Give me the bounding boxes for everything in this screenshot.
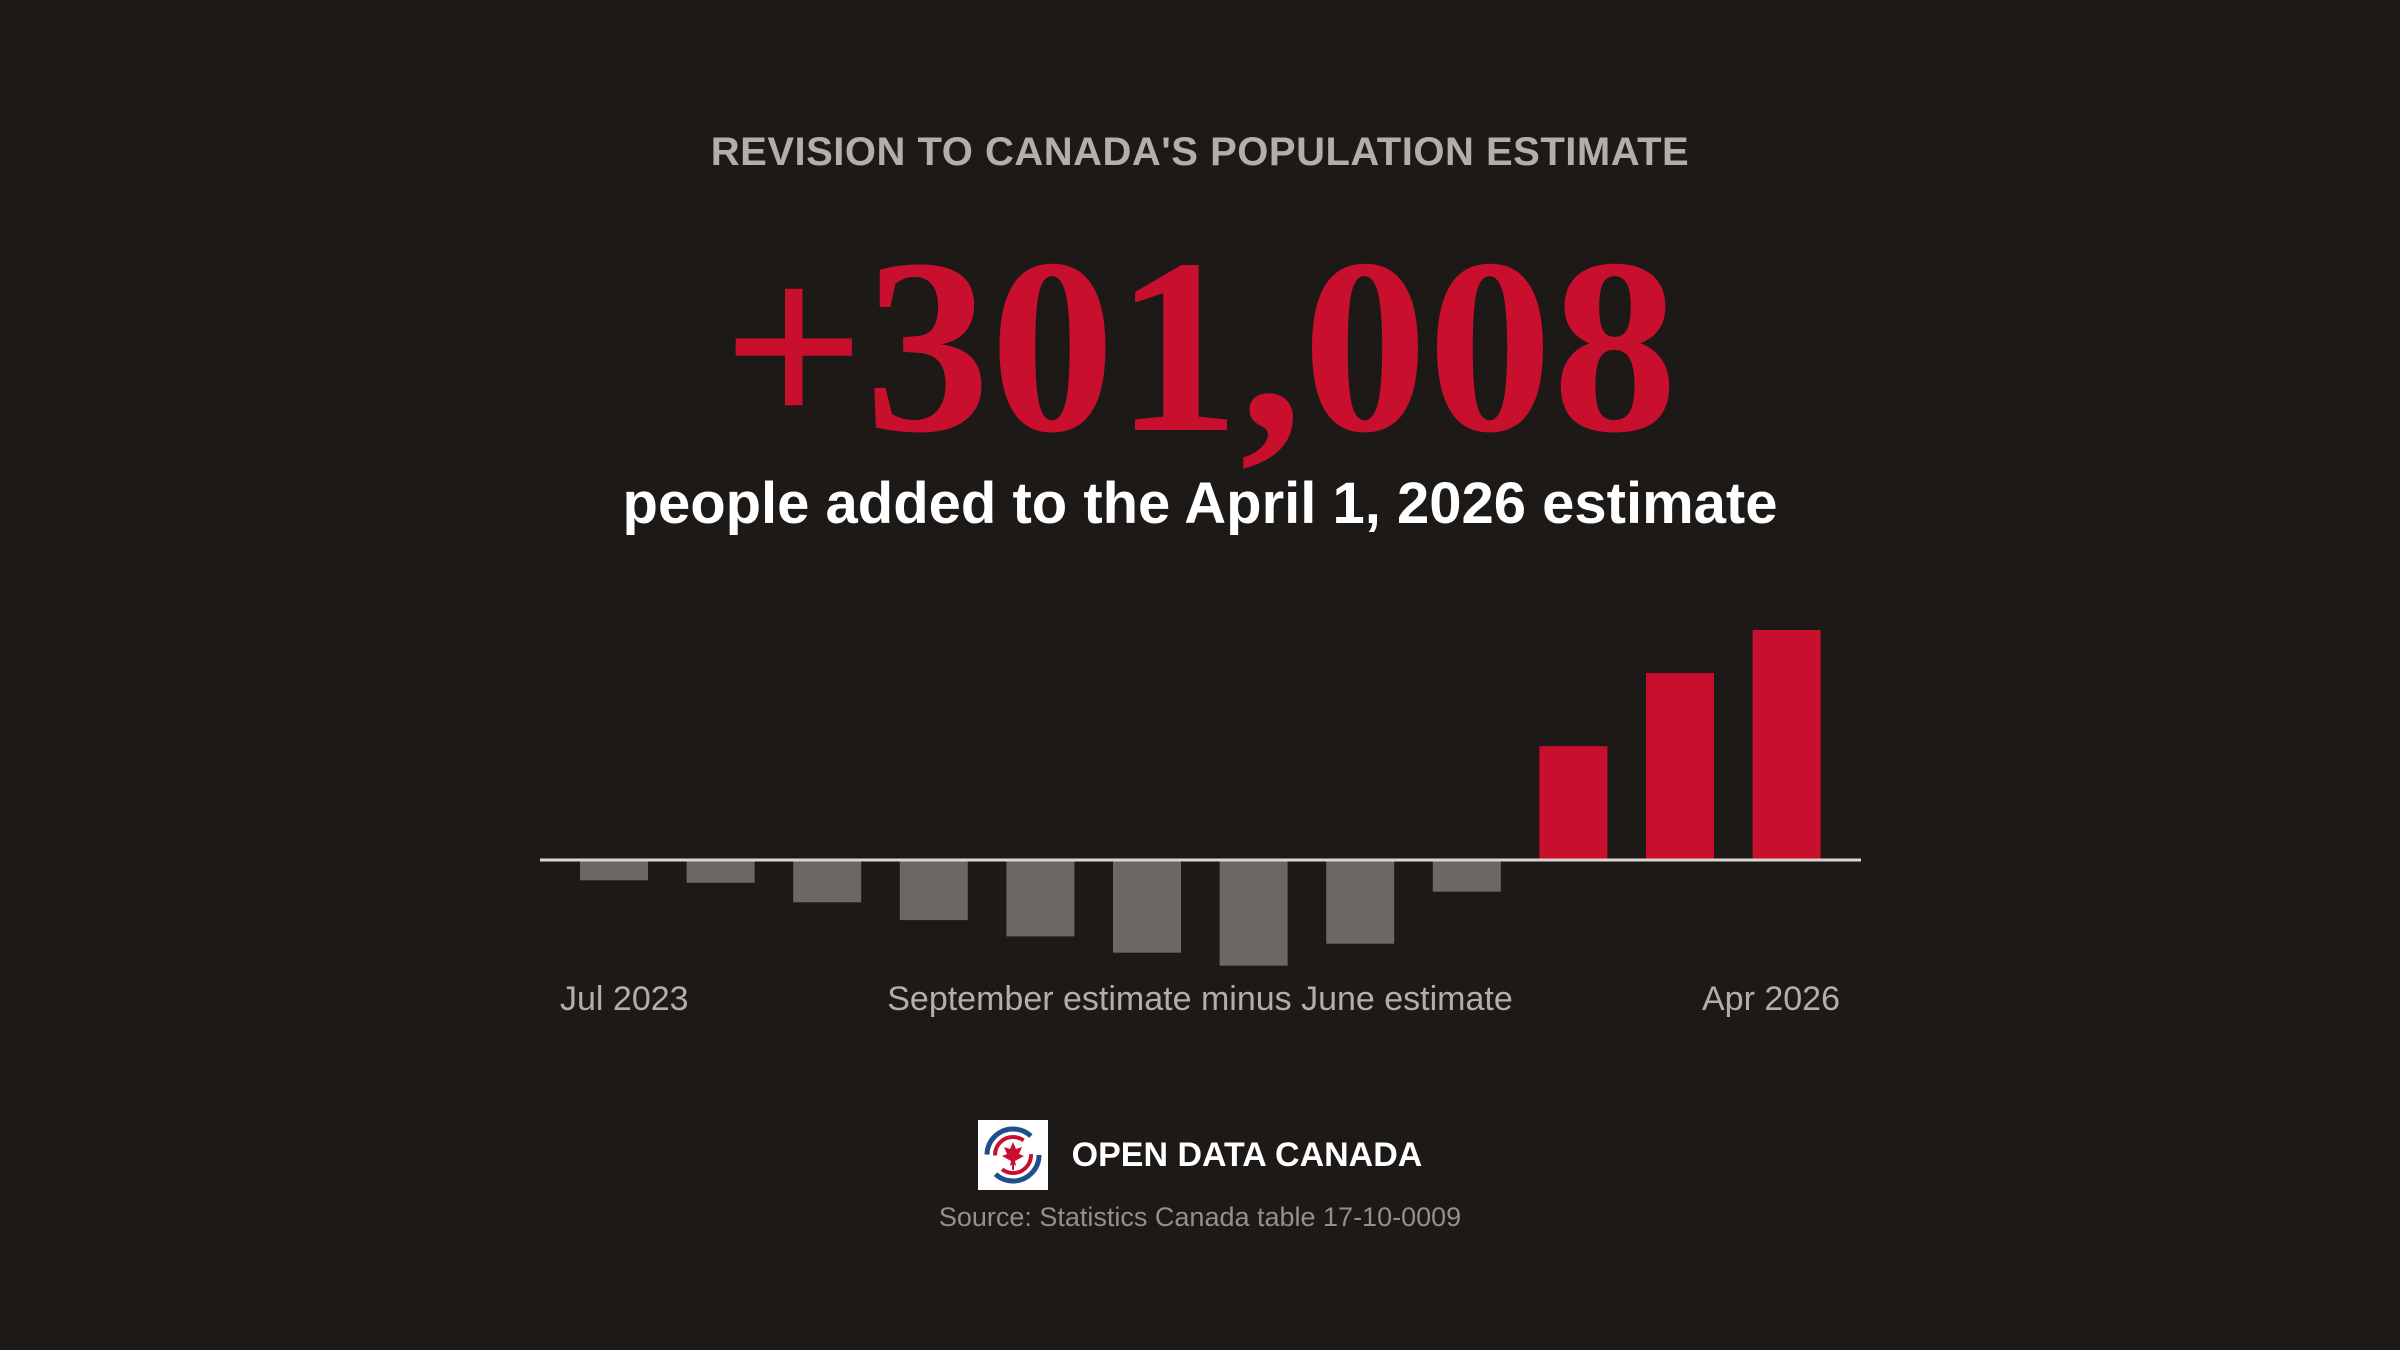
bar-jan-2024 (793, 860, 862, 903)
x-end-label: Apr 2026 (1702, 980, 1840, 1018)
source-note: Source: Statistics Canada table 17-10-00… (938, 1202, 1462, 1232)
headline-value: +301,008 (722, 208, 1678, 485)
bar-jan-2025 (1219, 860, 1288, 966)
bar-apr-2025 (1326, 860, 1395, 944)
bar-jul-2025 (1432, 860, 1501, 892)
x-start-label: Jul 2023 (560, 980, 689, 1018)
brand-block: OPEN DATA CANADA (0, 1120, 2400, 1190)
bar-oct-2023 (686, 860, 755, 883)
x-axis-label: September estimate minus June estimate (887, 980, 1513, 1018)
bar-jul-2023 (580, 860, 648, 881)
chart-kicker-title: REVISION TO CANADA'S POPULATION ESTIMATE (710, 130, 1690, 174)
bar-oct-2024 (1113, 860, 1181, 953)
bar-group (580, 630, 1821, 966)
bar-jul-2024 (1006, 860, 1075, 937)
maple-leaf-target-icon (977, 1120, 1048, 1190)
bar-apr-2026 (1752, 630, 1821, 860)
bar-oct-2025 (1539, 746, 1608, 860)
revision-bar-chart: Jul 2023 September estimate minus June e… (540, 630, 1861, 1018)
headline-subtitle: people added to the April 1, 2026 estima… (622, 471, 1778, 536)
bar-jan-2026 (1646, 673, 1714, 860)
bar-apr-2024 (899, 860, 968, 921)
brand-name: OPEN DATA CANADA (1071, 1135, 1423, 1174)
